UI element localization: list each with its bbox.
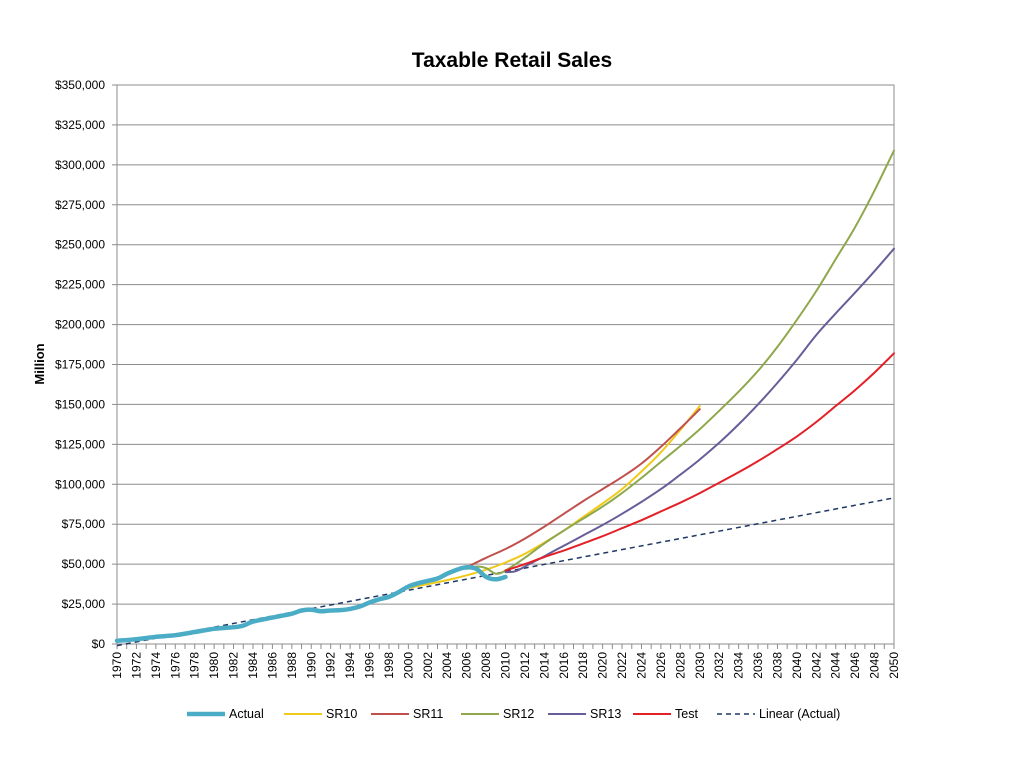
series-line-sr12 xyxy=(465,149,895,575)
x-tick-label: 1992 xyxy=(324,652,338,679)
x-tick-label: 2032 xyxy=(712,652,726,679)
legend-label: Test xyxy=(675,707,698,721)
x-tick-label: 1994 xyxy=(343,652,357,679)
y-tick-label: $0 xyxy=(92,637,106,651)
x-tick-label: 2034 xyxy=(732,652,746,679)
x-tick-label: 1980 xyxy=(207,652,221,679)
x-tick-label: 2016 xyxy=(557,652,571,679)
x-tick-label: 1974 xyxy=(149,652,163,679)
chart-title: Taxable Retail Sales xyxy=(412,49,612,72)
y-tick-label: $250,000 xyxy=(55,238,105,252)
gridlines xyxy=(117,84,894,605)
x-tick-label: 2038 xyxy=(770,652,784,679)
series-line-linear-actual xyxy=(116,497,895,647)
x-tick-label: 2028 xyxy=(673,652,687,679)
series-line-actual xyxy=(114,565,508,644)
x-tick-label: 1978 xyxy=(188,652,202,679)
x-tick-label: 2020 xyxy=(596,652,610,679)
series-lines xyxy=(114,149,895,647)
legend-label: Linear (Actual) xyxy=(759,707,840,721)
legend-label: SR11 xyxy=(413,707,443,721)
y-tick-label: $125,000 xyxy=(55,437,105,451)
y-tick-label: $300,000 xyxy=(55,158,105,172)
x-tick-label: 1988 xyxy=(285,652,299,679)
x-tick-label: 1990 xyxy=(304,652,318,679)
x-tick-label: 2024 xyxy=(634,652,648,679)
x-tick-label: 1998 xyxy=(382,652,396,679)
x-tick-label: 1976 xyxy=(168,652,182,679)
y-tick-label: $25,000 xyxy=(62,597,106,611)
y-tick-label: $150,000 xyxy=(55,397,105,411)
legend-label: SR12 xyxy=(503,707,534,721)
y-tick-label: $225,000 xyxy=(55,278,105,292)
y-tick-label: $200,000 xyxy=(55,318,105,332)
x-tick-label: 2004 xyxy=(440,652,454,679)
x-tick-label: 1982 xyxy=(227,652,241,679)
y-tick-label: $50,000 xyxy=(62,557,106,571)
x-tick-label: 1996 xyxy=(363,652,377,679)
y-axis-label: Million xyxy=(32,343,47,384)
series-line-sr13 xyxy=(504,247,895,574)
x-tick-label: 1972 xyxy=(129,652,143,679)
x-tick-labels: 1970 1972 1974 1976 1978 1980 1982 1984 1986 1988… xyxy=(110,652,901,679)
y-tick-label: $325,000 xyxy=(55,118,105,132)
x-tick-label: 2012 xyxy=(518,652,532,679)
legend-label: SR10 xyxy=(326,707,357,721)
y-tick-label: $100,000 xyxy=(55,477,105,491)
x-tick-label: 1984 xyxy=(246,652,260,679)
x-tick-label: 1986 xyxy=(265,652,279,679)
x-tick-label: 2026 xyxy=(654,652,668,679)
x-tick-label: 2046 xyxy=(848,652,862,679)
y-tick-label: $350,000 xyxy=(55,78,105,92)
x-tick-label: 2010 xyxy=(499,652,513,679)
x-tick-label: 2006 xyxy=(460,652,474,679)
y-tick-labels: $0 $25,000 $50,000 $75,000 $100,000 $125,000 $… xyxy=(55,78,105,651)
y-tick-label: $275,000 xyxy=(55,198,105,212)
legend-label: Actual xyxy=(229,707,264,721)
x-tick-label: 2022 xyxy=(615,652,629,679)
x-tick-label: 2044 xyxy=(829,652,843,679)
y-tick-label: $175,000 xyxy=(55,358,105,372)
x-tick-label: 2048 xyxy=(868,652,882,679)
x-tick-label: 2050 xyxy=(887,652,901,679)
y-tick-label: $75,000 xyxy=(62,517,106,531)
axes xyxy=(112,84,895,649)
x-tick-label: 2042 xyxy=(809,652,823,679)
x-tick-label: 2030 xyxy=(693,652,707,679)
legend: Actual SR10 SR11 SR12 SR13 Test Linear (Actual… xyxy=(187,707,840,721)
legend-label: SR13 xyxy=(590,707,621,721)
x-tick-label: 2008 xyxy=(479,652,493,679)
x-tick-label: 2040 xyxy=(790,652,804,679)
x-tick-label: 2002 xyxy=(421,652,435,679)
series-line-sr11 xyxy=(465,408,701,569)
x-tick-label: 2000 xyxy=(401,652,415,679)
x-tick-label: 2036 xyxy=(751,652,765,679)
x-tick-label: 2018 xyxy=(576,652,590,679)
x-tick-label: 1970 xyxy=(110,652,124,679)
x-tick-label: 2014 xyxy=(537,652,551,679)
series-line-test xyxy=(504,352,895,572)
series-line-sr10 xyxy=(407,405,701,590)
